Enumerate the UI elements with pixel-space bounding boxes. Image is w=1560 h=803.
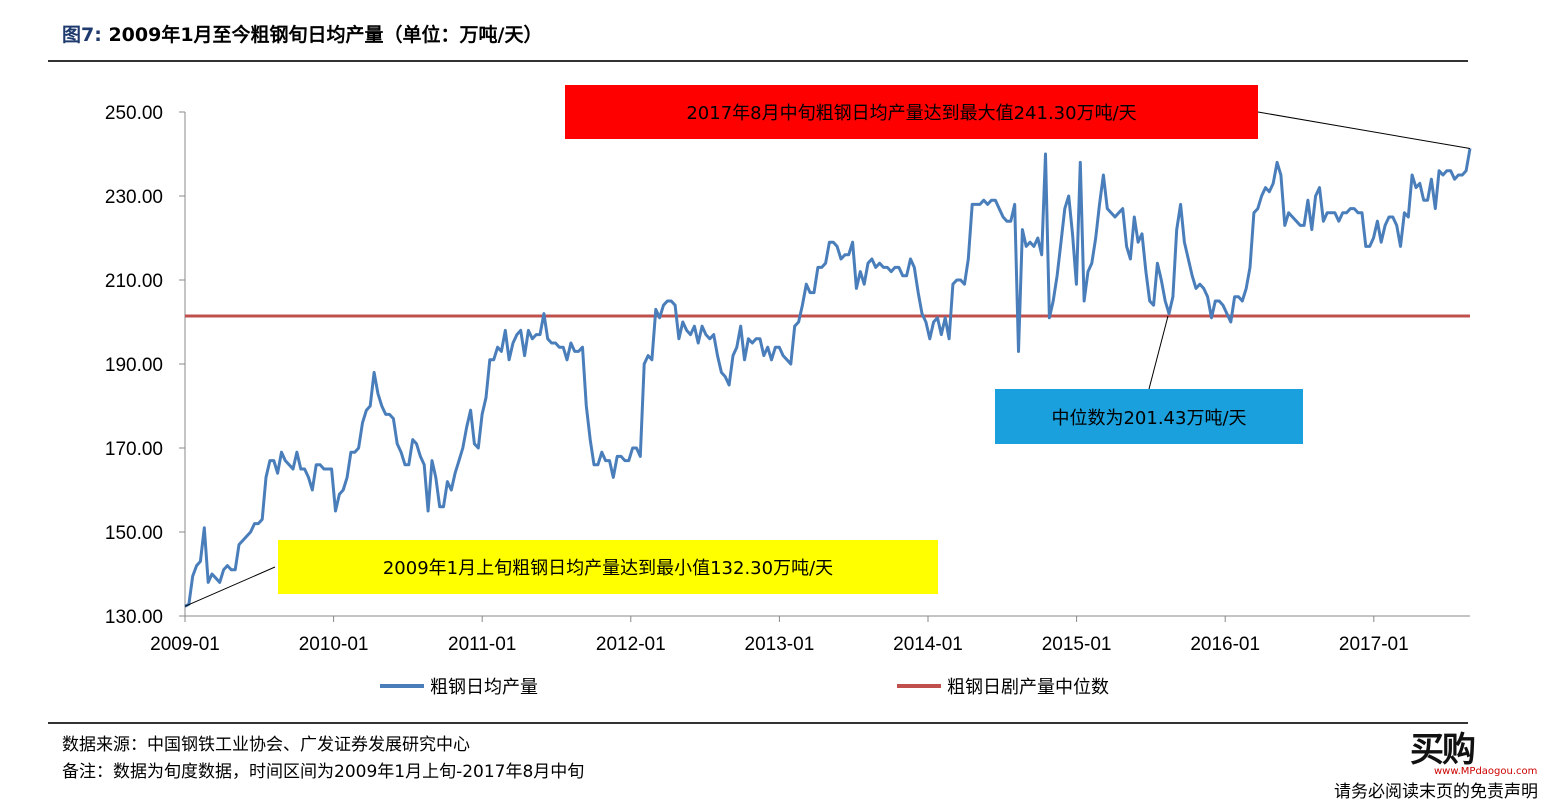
callout-leaders bbox=[184, 111, 1471, 607]
watermark-logo: 买购 www.MPdaogou.com bbox=[1410, 733, 1540, 777]
x-tick-label: 2011-01 bbox=[448, 634, 516, 655]
figure-title: 图7: 2009年1月至今粗钢旬日均产量（单位：万吨/天） bbox=[62, 20, 543, 47]
figure-label: 图7: bbox=[62, 24, 102, 46]
legend-label-median: 粗钢日剧产量中位数 bbox=[947, 677, 1109, 698]
x-tick-label: 2016-01 bbox=[1190, 634, 1260, 655]
median-leader-line bbox=[1148, 315, 1169, 390]
legend-swatch-median bbox=[897, 684, 941, 688]
x-tick-label: 2010-01 bbox=[299, 634, 369, 655]
bottom-rule bbox=[48, 722, 1468, 724]
y-tick-label: 130.00 bbox=[105, 607, 163, 628]
min-annotation: 2009年1月上旬粗钢日均产量达到最小值132.30万吨/天 bbox=[278, 540, 938, 594]
output-series-line bbox=[184, 148, 1472, 608]
legend-item-median: 粗钢日剧产量中位数 bbox=[897, 673, 1109, 699]
watermark-url: www.MPdaogou.com bbox=[1434, 766, 1538, 777]
x-tick-label: 2017-01 bbox=[1339, 634, 1409, 655]
source-note: 数据来源：中国钢铁工业协会、广发证券发展研究中心 bbox=[62, 735, 470, 755]
max-leader-line bbox=[1257, 111, 1471, 150]
legend-item-series: 粗钢日均产量 bbox=[380, 673, 538, 699]
disclaimer: 请务必阅读末页的免责声明 bbox=[1334, 782, 1538, 802]
legend-swatch-series bbox=[380, 684, 424, 688]
median-annotation: 中位数为201.43万吨/天 bbox=[995, 389, 1303, 444]
y-tick-label: 150.00 bbox=[105, 523, 163, 544]
x-tick-label: 2015-01 bbox=[1042, 634, 1112, 655]
x-tick-label: 2009-01 bbox=[150, 634, 220, 655]
y-tick-label: 190.00 bbox=[105, 355, 163, 376]
figure-title-text: 2009年1月至今粗钢旬日均产量（单位：万吨/天） bbox=[108, 24, 543, 46]
x-tick-label: 2012-01 bbox=[596, 634, 666, 655]
min-leader-line bbox=[184, 566, 276, 607]
top-rule bbox=[48, 60, 1468, 62]
x-tick-label: 2014-01 bbox=[893, 634, 963, 655]
watermark-text: 买购 bbox=[1410, 730, 1476, 770]
series-group bbox=[184, 148, 1472, 608]
y-tick-label: 230.00 bbox=[105, 187, 163, 208]
x-tick-label: 2013-01 bbox=[745, 634, 815, 655]
legend-label-series: 粗钢日均产量 bbox=[430, 677, 538, 698]
y-tick-label: 250.00 bbox=[105, 103, 163, 124]
remark-note: 备注：数据为旬度数据，时间区间为2009年1月上旬-2017年8月中旬 bbox=[62, 762, 585, 782]
y-tick-label: 210.00 bbox=[105, 271, 163, 292]
max-annotation: 2017年8月中旬粗钢日均产量达到最大值241.30万吨/天 bbox=[565, 85, 1258, 139]
y-tick-label: 170.00 bbox=[105, 439, 163, 460]
axes: 130.00 150.00 170.00 190.00 210.00 230.00 250.… bbox=[105, 103, 1470, 655]
